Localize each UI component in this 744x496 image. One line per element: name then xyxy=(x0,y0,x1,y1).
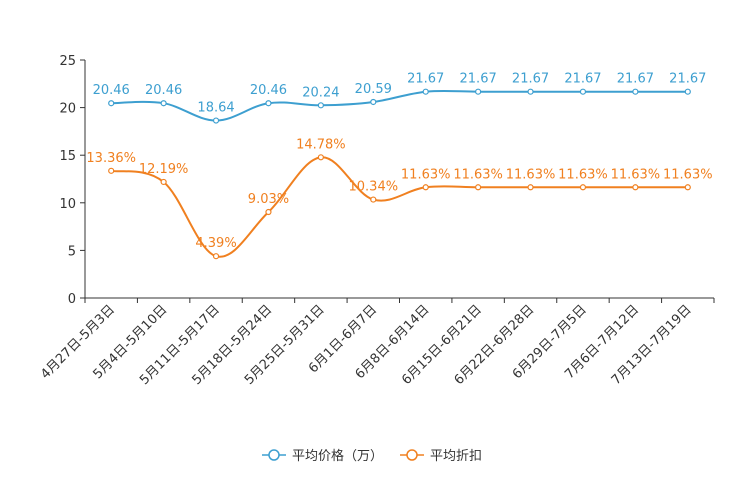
data-point[interactable] xyxy=(632,88,639,95)
data-point[interactable] xyxy=(317,102,324,109)
legend-item-0[interactable]: 平均价格（万） xyxy=(262,448,383,464)
series-1: 13.36%12.19%4.39%9.03%14.78%10.34%11.63%… xyxy=(86,137,713,260)
data-label: 20.46 xyxy=(145,83,182,98)
data-point[interactable] xyxy=(212,253,220,260)
data-label: 21.67 xyxy=(407,72,444,87)
y-tick-label: 10 xyxy=(59,197,76,212)
legend-marker-icon xyxy=(406,449,418,461)
data-label: 12.19% xyxy=(139,162,189,177)
data-label: 11.63% xyxy=(453,167,503,182)
data-label: 11.63% xyxy=(663,167,713,182)
data-label: 11.63% xyxy=(506,167,556,182)
series-line xyxy=(111,89,688,122)
data-label: 14.78% xyxy=(296,137,346,152)
data-label: 20.46 xyxy=(250,83,287,98)
data-point[interactable] xyxy=(108,100,115,107)
y-tick-label: 20 xyxy=(59,102,76,117)
data-label: 10.34% xyxy=(349,180,399,195)
data-point[interactable] xyxy=(632,184,639,191)
data-point[interactable] xyxy=(475,88,482,95)
data-point[interactable] xyxy=(265,208,272,216)
data-label: 21.67 xyxy=(460,72,497,87)
data-point[interactable] xyxy=(108,167,115,174)
data-label: 13.36% xyxy=(86,151,136,166)
data-point[interactable] xyxy=(212,117,220,124)
legend-label: 平均折扣 xyxy=(430,449,482,464)
data-label: 21.67 xyxy=(564,72,601,87)
data-label: 20.46 xyxy=(93,83,130,98)
data-point[interactable] xyxy=(527,88,534,95)
data-point[interactable] xyxy=(370,98,377,106)
legend[interactable]: 平均价格（万） 平均折扣 xyxy=(262,448,482,464)
data-label: 21.67 xyxy=(617,72,654,87)
data-point[interactable] xyxy=(422,88,429,95)
legend-label: 平均价格（万） xyxy=(292,448,383,464)
data-point[interactable] xyxy=(579,88,587,95)
legend-item-1[interactable]: 平均折扣 xyxy=(400,449,482,464)
data-point[interactable] xyxy=(579,184,587,191)
data-label: 11.63% xyxy=(611,167,661,182)
data-point[interactable] xyxy=(160,100,167,107)
data-label: 21.67 xyxy=(669,72,706,87)
y-tick-label: 0 xyxy=(68,292,76,307)
data-point[interactable] xyxy=(160,178,167,186)
data-point[interactable] xyxy=(527,184,534,191)
data-point[interactable] xyxy=(684,184,691,191)
data-label: 20.59 xyxy=(355,82,392,97)
data-label: 11.63% xyxy=(558,167,608,182)
data-label: 18.64 xyxy=(197,101,234,116)
y-tick-label: 15 xyxy=(59,149,76,164)
series-layer: 20.46 20.46 18.64 20.46 20.24 20.59 21.67 21.67… xyxy=(86,72,713,260)
data-point[interactable] xyxy=(265,100,272,107)
data-point[interactable] xyxy=(370,196,377,203)
axes: 05101520254月27日-5月3日5月4日-5月10日5月11日-5月17… xyxy=(38,54,715,388)
legend-marker-icon xyxy=(268,449,280,461)
data-point[interactable] xyxy=(684,88,691,95)
y-tick-label: 5 xyxy=(68,244,76,259)
y-tick-label: 25 xyxy=(59,54,76,69)
data-label: 9.03% xyxy=(248,192,289,207)
data-point[interactable] xyxy=(475,184,482,191)
series-0: 20.46 20.46 18.64 20.46 20.24 20.59 21.67 21.67… xyxy=(93,72,706,124)
data-label: 4.39% xyxy=(195,236,236,251)
data-label: 20.24 xyxy=(302,85,339,100)
data-label: 21.67 xyxy=(512,72,549,87)
data-point[interactable] xyxy=(422,184,429,191)
data-label: 11.63% xyxy=(401,167,451,182)
data-point[interactable] xyxy=(317,154,324,161)
